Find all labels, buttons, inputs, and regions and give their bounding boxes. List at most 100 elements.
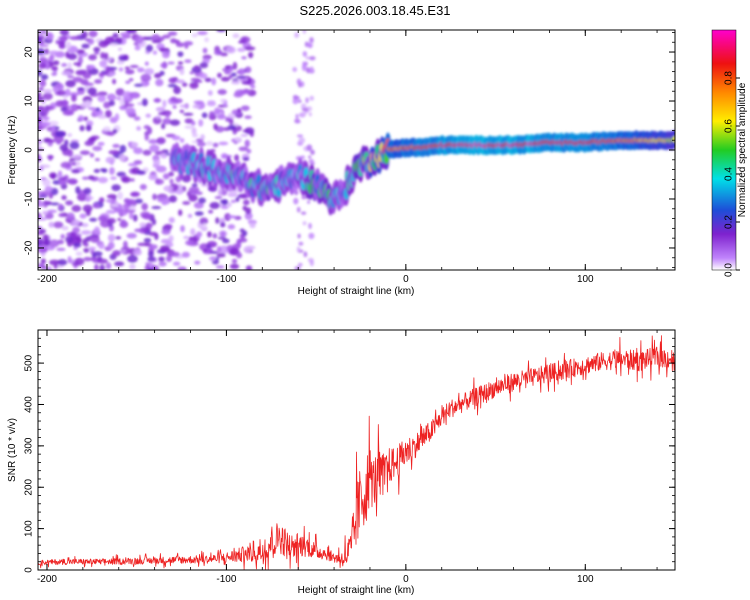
noise-blob bbox=[129, 211, 134, 220]
noise-blob bbox=[69, 36, 81, 41]
noise-blob bbox=[175, 42, 185, 48]
noise-blob bbox=[248, 51, 254, 59]
noise-blob bbox=[206, 141, 214, 146]
noise-blob bbox=[221, 205, 229, 210]
x-tick-label: -100 bbox=[216, 274, 236, 285]
noise-blob bbox=[241, 80, 252, 85]
noise-blob bbox=[65, 200, 74, 206]
noise-blob bbox=[86, 65, 94, 70]
noise-blob bbox=[126, 232, 137, 239]
noise-blob bbox=[179, 68, 185, 76]
noise-blob bbox=[112, 128, 118, 134]
noise-blob bbox=[306, 42, 312, 47]
noise-blob bbox=[107, 209, 114, 214]
noise-blob bbox=[59, 30, 70, 36]
noise-blob bbox=[296, 246, 301, 253]
noise-blob bbox=[308, 222, 312, 230]
noise-blob bbox=[220, 76, 230, 82]
noise-blob bbox=[69, 141, 80, 150]
noise-blob bbox=[133, 116, 141, 121]
noise-blob bbox=[66, 212, 75, 221]
noise-blob bbox=[188, 194, 198, 202]
y-tick-label: 300 bbox=[24, 437, 35, 454]
noise-blob bbox=[38, 194, 48, 198]
noise-blob bbox=[97, 94, 106, 103]
snr-line-layer bbox=[38, 335, 675, 570]
noise-blob bbox=[298, 82, 302, 88]
noise-blob bbox=[207, 231, 212, 238]
noise-blob bbox=[126, 30, 137, 34]
noise-blob bbox=[243, 199, 250, 206]
noise-blob bbox=[184, 43, 189, 49]
noise-blob bbox=[306, 144, 313, 152]
noise-blob bbox=[79, 213, 87, 219]
noise-blob bbox=[227, 192, 238, 198]
noise-blob bbox=[309, 95, 315, 101]
noise-blob bbox=[49, 239, 60, 248]
noise-blob bbox=[236, 252, 243, 259]
noise-blob bbox=[117, 191, 124, 200]
noise-blob bbox=[156, 137, 166, 145]
noise-blob bbox=[106, 217, 116, 224]
noise-blob bbox=[137, 67, 145, 73]
noise-blob bbox=[92, 203, 101, 209]
noise-blob bbox=[51, 66, 58, 71]
noise-blob bbox=[154, 178, 165, 185]
noise-blob bbox=[235, 240, 242, 248]
x-tick-label: 100 bbox=[577, 574, 594, 585]
noise-blob bbox=[297, 233, 301, 239]
noise-blob bbox=[65, 41, 72, 50]
noise-blob bbox=[128, 77, 134, 82]
noise-blob bbox=[142, 149, 152, 156]
y-tick-label: 500 bbox=[24, 354, 35, 371]
noise-blob bbox=[60, 234, 65, 240]
noise-blob bbox=[153, 159, 161, 166]
noise-blob bbox=[308, 158, 314, 164]
noise-blob bbox=[119, 98, 125, 106]
noise-blob bbox=[105, 66, 110, 74]
noise-blob bbox=[105, 262, 112, 270]
noise-blob bbox=[143, 237, 152, 243]
noise-blob bbox=[217, 188, 222, 197]
colorbar-tick-label: 0.0 bbox=[724, 263, 735, 277]
noise-blob bbox=[148, 174, 158, 181]
noise-blob bbox=[163, 223, 173, 230]
noise-blob bbox=[300, 211, 307, 215]
noise-blob bbox=[144, 68, 155, 75]
noise-blob bbox=[53, 135, 64, 144]
snr-ticks: -200 -100 0 100 0 100 200 300 400 500 bbox=[24, 329, 675, 585]
noise-blob bbox=[297, 99, 302, 103]
noise-blob bbox=[230, 199, 236, 203]
noise-blob bbox=[88, 246, 97, 251]
noise-blob bbox=[240, 133, 248, 138]
noise-blob bbox=[81, 43, 90, 49]
noise-blob bbox=[83, 256, 92, 262]
noise-blob bbox=[104, 109, 112, 118]
snr-frame bbox=[37, 329, 676, 571]
noise-blob bbox=[145, 113, 152, 118]
noise-blob bbox=[71, 94, 77, 102]
noise-blob bbox=[184, 125, 195, 129]
noise-blob bbox=[161, 123, 166, 130]
noise-blob bbox=[109, 167, 115, 175]
colorbar: 0.0 0.2 0.4 0.6 0.8 Normalized spectral ampl… bbox=[711, 29, 748, 277]
noise-blob bbox=[191, 133, 199, 138]
noise-blob bbox=[238, 40, 246, 44]
noise-blob bbox=[44, 48, 49, 55]
noise-blob bbox=[87, 87, 97, 95]
noise-blob bbox=[40, 74, 49, 80]
noise-blob bbox=[53, 221, 64, 229]
noise-blob bbox=[134, 35, 144, 44]
noise-blob bbox=[48, 50, 59, 55]
noise-blob bbox=[98, 197, 105, 204]
noise-blob bbox=[38, 44, 49, 48]
noise-blob bbox=[199, 72, 208, 79]
noise-blob bbox=[85, 197, 91, 202]
noise-blob bbox=[78, 69, 88, 74]
noise-blob bbox=[89, 152, 95, 158]
noise-blob bbox=[105, 199, 116, 203]
noise-blob bbox=[310, 66, 314, 71]
noise-blob bbox=[234, 136, 242, 142]
noise-blob bbox=[212, 142, 219, 148]
noise-blob bbox=[222, 238, 230, 244]
